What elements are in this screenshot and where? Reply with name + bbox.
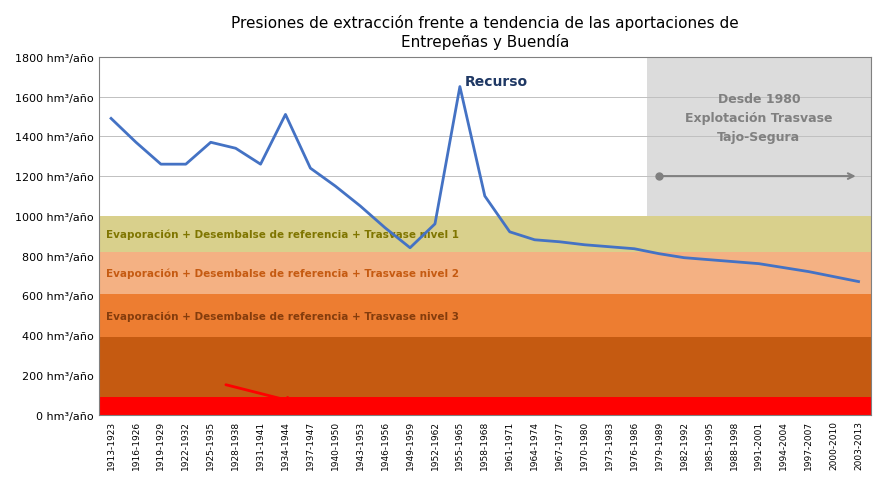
- Bar: [98, 216, 871, 252]
- Text: Evaporación: Evaporación: [106, 401, 179, 411]
- Text: Explotación Trasvase: Explotación Trasvase: [685, 112, 833, 125]
- Bar: [98, 294, 871, 337]
- Text: Tajo-Segura: Tajo-Segura: [718, 131, 800, 144]
- Bar: [98, 252, 871, 294]
- Text: Evaporación + Desembalse de referencia + Trasvase nivel 2: Evaporación + Desembalse de referencia +…: [106, 268, 459, 278]
- Text: Evaporación + Desembalse de referencia + Trasvase nivel 1: Evaporación + Desembalse de referencia +…: [106, 229, 459, 240]
- Bar: [647, 58, 871, 415]
- Title: Presiones de extracción frente a tendencia de las aportaciones de
Entrepeñas y B: Presiones de extracción frente a tendenc…: [231, 15, 739, 49]
- Bar: [98, 397, 871, 415]
- Text: Recurso: Recurso: [465, 75, 528, 89]
- Text: Evaporación + Desembalse de referencia: Evaporación + Desembalse de referencia: [106, 362, 349, 373]
- Text: Evaporación + Desembalse de referencia + Trasvase nivel 3: Evaporación + Desembalse de referencia +…: [106, 311, 459, 321]
- Text: Desde 1980: Desde 1980: [718, 93, 800, 106]
- Bar: [98, 337, 871, 397]
